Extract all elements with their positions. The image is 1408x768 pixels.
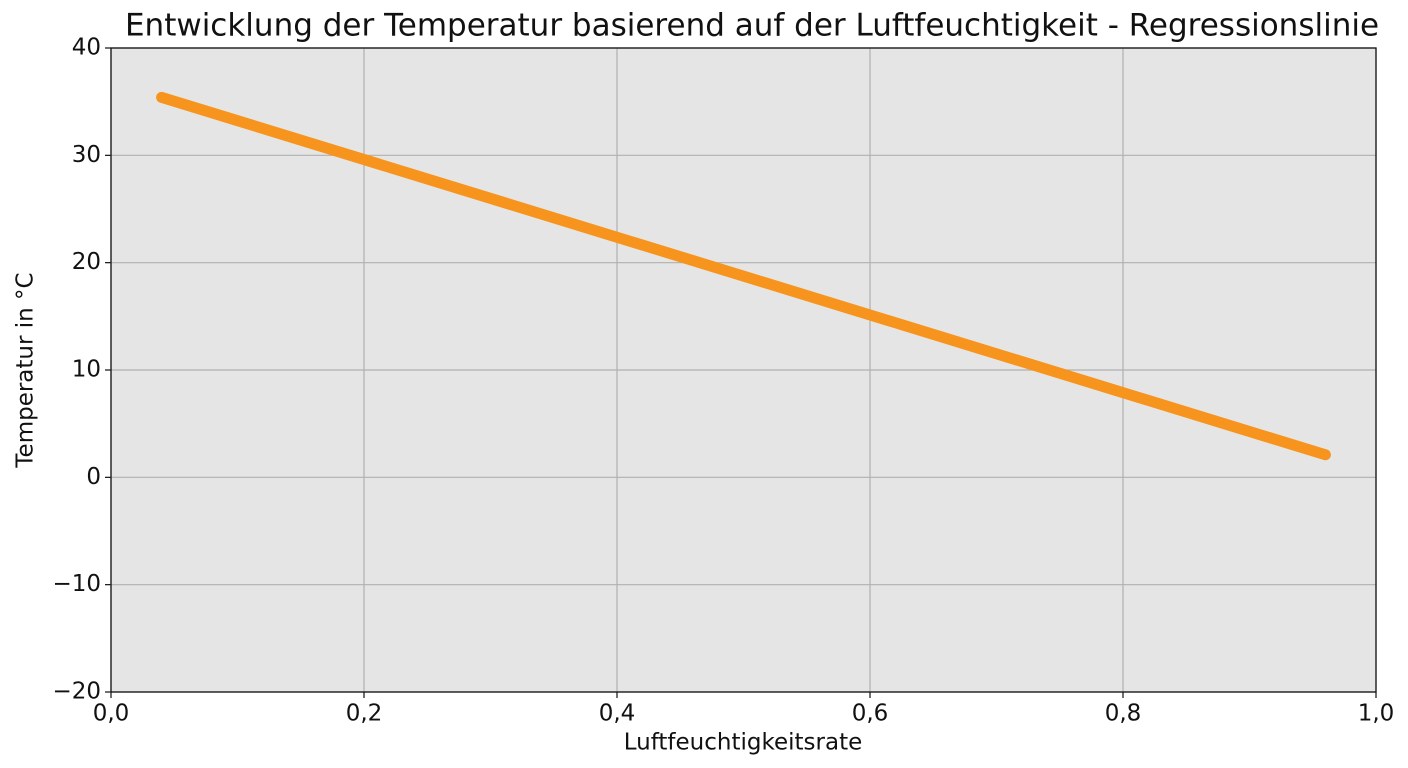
y-tick-label: 10 — [72, 357, 101, 383]
regression-line — [156, 91, 1331, 461]
y-tick-label: 40 — [72, 35, 101, 61]
y-tick-label: −10 — [52, 571, 101, 597]
x-tick-label: 0,6 — [852, 701, 889, 727]
y-axis-label: Temperatur in °C — [13, 272, 39, 468]
x-tick-label: 1,0 — [1358, 701, 1395, 727]
y-tick-label: −20 — [52, 679, 101, 705]
y-tick-label: 30 — [72, 142, 101, 168]
x-tick-label: 0,8 — [1105, 701, 1142, 727]
y-tick-label: 20 — [72, 249, 101, 275]
plot-frame — [110, 47, 1377, 693]
y-tick-label: 0 — [86, 464, 101, 490]
x-tick-label: 0,4 — [599, 701, 636, 727]
chart-title: Entwicklung der Temperatur basierend auf… — [125, 8, 1379, 44]
x-axis-label: Luftfeuchtigkeitsrate — [624, 730, 863, 756]
x-tick-label: 0,2 — [346, 701, 383, 727]
x-tick-label: 0,0 — [93, 701, 130, 727]
